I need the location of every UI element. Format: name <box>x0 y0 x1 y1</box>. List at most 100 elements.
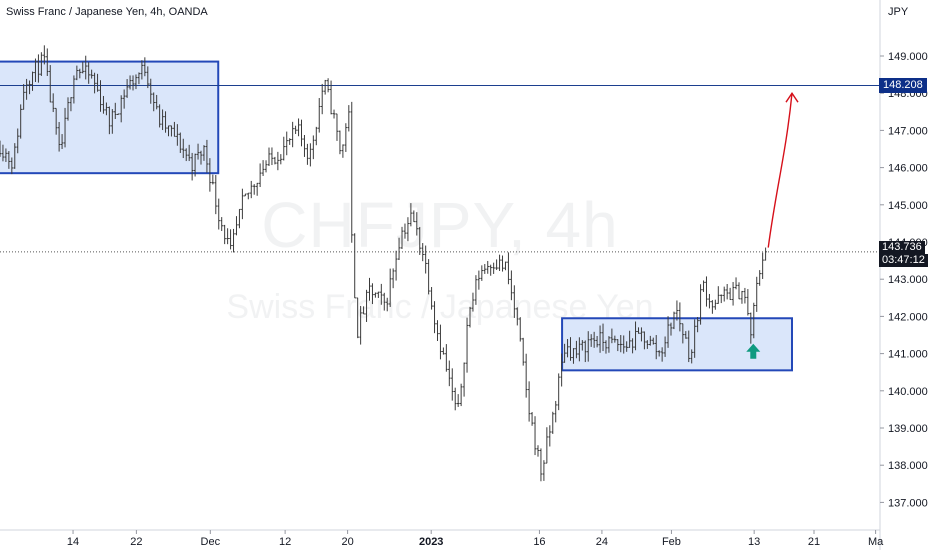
ohlc-bar <box>397 237 401 261</box>
ohlc-bar <box>480 265 484 281</box>
ohlc-bar <box>448 360 451 387</box>
ohlc-bar <box>687 330 691 363</box>
ohlc-bar <box>309 143 312 167</box>
ohlc-bar <box>737 282 741 300</box>
ohlc-bar <box>666 316 670 348</box>
ohlc-bar <box>610 328 614 344</box>
ohlc-bar <box>365 289 368 322</box>
x-tick-label: 24 <box>596 536 608 548</box>
ohlc-bar <box>569 337 572 361</box>
ohlc-bar <box>764 247 767 261</box>
ohlc-bar <box>424 245 427 274</box>
ohlc-bar <box>173 121 176 137</box>
ohlc-bar <box>465 317 469 373</box>
ohlc-bar <box>249 180 253 199</box>
ohlc-bar <box>696 317 699 333</box>
ohlc-bar <box>291 121 294 148</box>
ohlc-bar <box>581 340 584 351</box>
ohlc-bar <box>483 264 487 274</box>
ohlc-bar <box>16 128 20 154</box>
ohlc-bar <box>495 259 498 270</box>
ohlc-bar <box>347 105 351 132</box>
ohlc-bar <box>111 109 114 134</box>
ohlc-bar <box>134 74 138 90</box>
annotations-layer <box>746 91 799 359</box>
ohlc-bar <box>294 125 297 134</box>
ohlc-bar <box>418 226 422 255</box>
ohlc-bar <box>181 138 185 159</box>
ohlc-bar <box>229 229 232 250</box>
x-tick-label: 20 <box>341 536 353 548</box>
ohlc-bar <box>247 192 250 200</box>
ohlc-bar <box>273 156 277 165</box>
ohlc-bar <box>740 290 744 304</box>
ohlc-bar <box>468 306 472 328</box>
ohlc-bar <box>628 330 631 348</box>
ohlc-bar <box>223 224 226 245</box>
ohlc-bar <box>406 217 410 242</box>
level-price-label: 148.208 <box>879 78 927 94</box>
ohlc-bar <box>719 294 723 304</box>
ohlc-bar <box>125 79 129 98</box>
ohlc-bar <box>131 75 135 91</box>
ohlc-bar <box>350 101 354 243</box>
ohlc-bar <box>155 94 158 110</box>
last-price-label: 143.736 <box>879 240 925 254</box>
ohlc-bar <box>613 335 617 343</box>
ohlc-bar <box>202 145 206 161</box>
ohlc-bar <box>510 270 513 301</box>
ohlc-bar <box>226 228 229 245</box>
ohlc-bar <box>19 104 22 139</box>
ohlc-bar <box>338 130 342 155</box>
y-tick-label: 146.000 <box>888 163 928 175</box>
ohlc-bar <box>143 57 147 77</box>
ohlc-bar <box>498 254 501 271</box>
ohlc-bar <box>439 324 442 360</box>
projection-arrowhead <box>785 91 799 103</box>
ohlc-bar <box>13 143 17 169</box>
ohlc-bar <box>551 411 555 434</box>
x-tick-label: 21 <box>808 536 820 548</box>
ohlc-bar <box>149 78 153 104</box>
ohlc-bar <box>640 327 643 342</box>
ohlc-bar <box>654 335 658 360</box>
ohlc-bar <box>140 60 144 80</box>
ohlc-bar <box>646 340 649 349</box>
ohlc-bar <box>657 350 661 357</box>
ohlc-bar <box>297 118 300 137</box>
ohlc-bar <box>427 259 430 295</box>
ohlc-bar <box>48 65 52 103</box>
ohlc-bar <box>643 331 646 350</box>
currency-label: JPY <box>888 6 909 18</box>
ohlc-bar <box>314 126 318 146</box>
ohlc-bar <box>63 107 67 148</box>
ohlc-bar <box>31 71 34 91</box>
ohlc-bar <box>678 302 682 332</box>
ohlc-bar <box>595 335 599 348</box>
y-tick-label: 143.000 <box>888 274 928 286</box>
ohlc-bar <box>279 154 283 165</box>
ohlc-bar <box>235 216 238 236</box>
ohlc-bar <box>81 61 85 74</box>
ohlc-bar <box>57 122 61 152</box>
ohlc-bar <box>187 144 191 162</box>
ohlc-bar <box>303 135 306 157</box>
ohlc-bar <box>211 174 215 185</box>
ohlc-bar <box>412 210 416 223</box>
ohlc-bar <box>518 317 522 342</box>
ohlc-bar <box>93 72 96 94</box>
ohlc-bar <box>193 153 197 177</box>
ohlc-bar <box>734 277 738 290</box>
ohlc-bar <box>566 339 569 358</box>
ohlc-bar <box>78 68 82 79</box>
ohlc-bar <box>708 293 711 309</box>
ohlc-bar <box>625 341 628 352</box>
ohlc-bar <box>359 305 362 345</box>
ohlc-bar <box>255 182 259 196</box>
ohlc-bar <box>137 72 141 85</box>
ohlc-bar <box>545 427 549 464</box>
ohlc-bar <box>456 394 460 407</box>
ohlc-bar <box>267 147 271 166</box>
ohlc-bar <box>108 106 111 135</box>
